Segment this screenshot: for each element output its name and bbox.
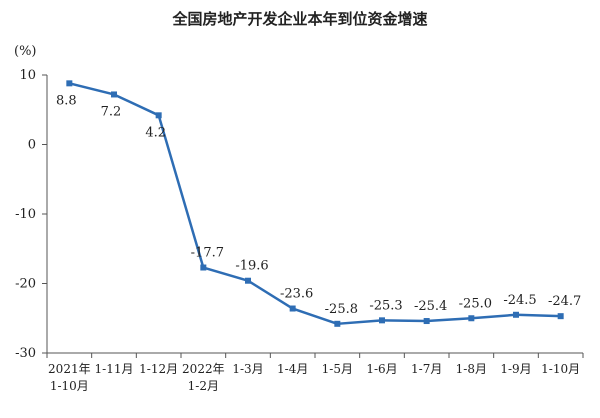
data-label: -17.7: [191, 246, 224, 261]
y-axis-unit: (%): [14, 44, 37, 59]
x-tick-label: 2021年: [48, 362, 91, 376]
x-tick-label: 1-10月: [50, 379, 89, 393]
x-tick-label: 1-9月: [500, 362, 531, 376]
data-label: -25.3: [369, 298, 402, 313]
x-tick-label: 1-11月: [95, 362, 134, 376]
data-point: [379, 317, 385, 324]
data-label: -25.4: [414, 299, 447, 314]
x-tick-label: 2022年: [182, 362, 225, 376]
data-label: -23.6: [280, 287, 313, 302]
data-point: [468, 315, 475, 322]
data-label: -24.7: [548, 294, 581, 309]
x-tick-label: 1-5月: [322, 362, 353, 376]
x-tick-label: 1-8月: [456, 362, 487, 376]
data-point: [200, 264, 207, 271]
y-tick-label: 10: [19, 68, 36, 83]
y-tick-label: 0: [28, 138, 36, 153]
data-label: -25.0: [459, 296, 492, 311]
data-point: [245, 277, 251, 284]
data-label: 7.2: [101, 104, 122, 119]
chart-title: 全国房地产开发企业本年到位资金增速: [172, 10, 428, 28]
data-point: [513, 311, 519, 318]
data-point: [155, 112, 162, 119]
data-label: -25.8: [325, 302, 358, 317]
series-line: [69, 82, 561, 326]
x-tick-label: 1-12月: [139, 362, 178, 376]
data-label: -24.5: [503, 293, 536, 308]
data-point: [111, 91, 117, 98]
x-tick-label: 1-4月: [277, 362, 308, 376]
data-label: 4.2: [145, 125, 166, 140]
y-tick-label: -10: [15, 207, 36, 222]
y-tick-label: -20: [15, 277, 36, 292]
data-point: [289, 305, 296, 312]
x-tick-label: 1-2月: [188, 379, 219, 393]
data-point: [557, 313, 564, 320]
x-tick-label: 1-6月: [366, 362, 397, 376]
data-point: [334, 320, 341, 327]
y-tick-label: -30: [15, 346, 36, 361]
data-label: -19.6: [235, 259, 268, 274]
data-point: [423, 318, 430, 325]
data-label: 8.8: [56, 93, 77, 108]
x-tick-label: 1-7月: [411, 362, 442, 376]
x-tick-label: 1-10月: [541, 362, 580, 376]
data-point: [66, 80, 73, 87]
x-tick-label: 1-3月: [232, 362, 263, 376]
